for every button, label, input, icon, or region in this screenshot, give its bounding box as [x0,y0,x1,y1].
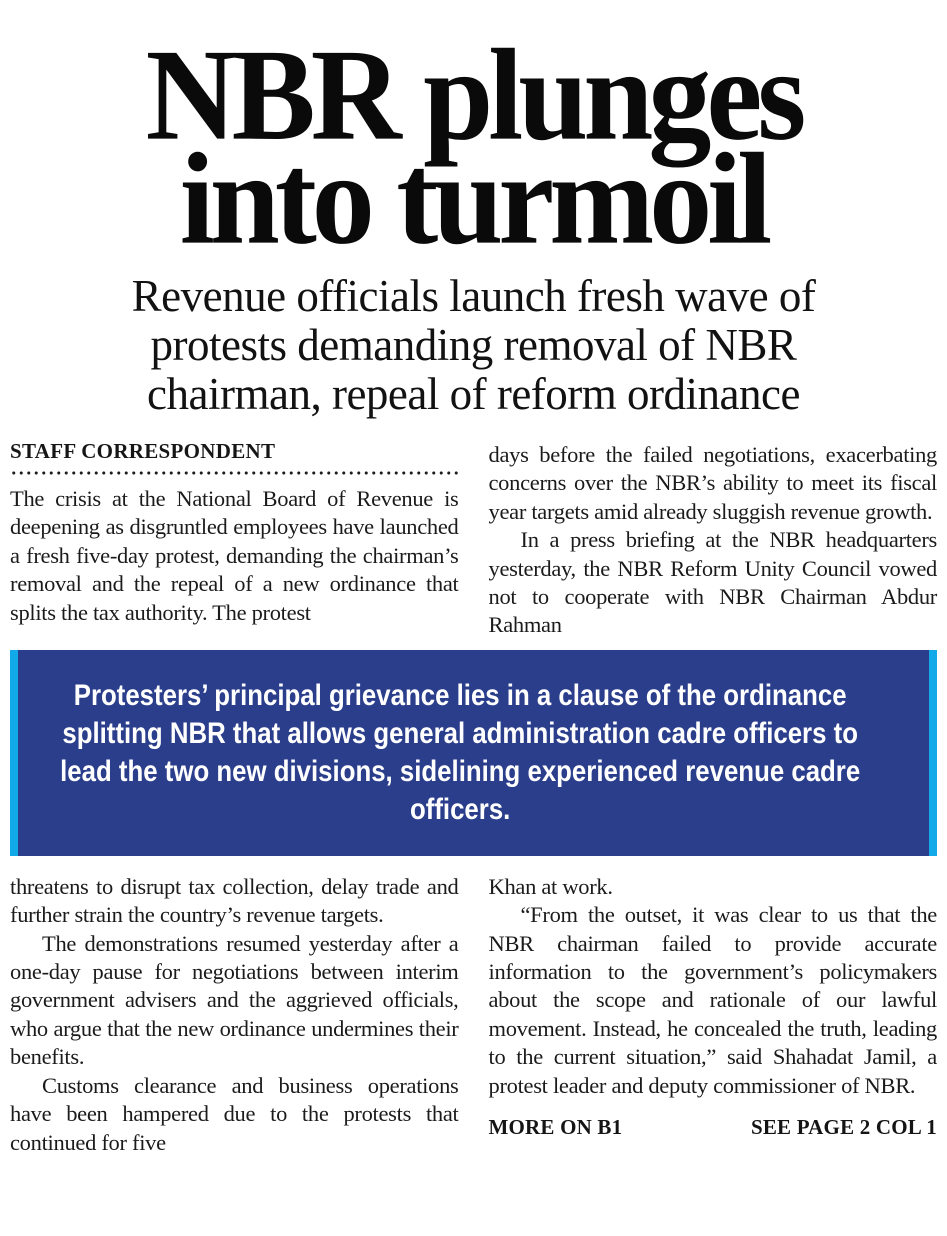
pull-quote-text: Protesters’ principal grievance lies in … [59,678,860,826]
body-paragraph: Khan at work. [488,873,614,899]
headline-line-1: NBR plunges [145,23,807,168]
page-references: MORE ON B1 SEE PAGE 2 COL 1 [489,1115,938,1140]
body-paragraph: The crisis at the National Board of Reve… [10,486,459,625]
body-paragraph: The demonstrations resumed yesterday aft… [10,930,459,1070]
byline: STAFF CORRESPONDENT [10,439,276,463]
more-on-reference: MORE ON B1 [488,1115,623,1140]
subheadline-line-3: chairman, repeal of reform ordinance [147,369,800,419]
headline-line-2: into turmoil [179,127,772,272]
byline-divider [10,471,459,475]
body-paragraph: days before the failed negotiations, exa… [488,442,938,524]
subheadline-line-1: Revenue officials launch fresh wave of [131,271,816,321]
body-paragraph: “From the outset, it was clear to us tha… [488,902,938,1098]
article-headline: NBR plunges into turmoil [10,23,937,272]
body-paragraph: Customs clearance and business operation… [10,1072,459,1155]
see-page-reference: SEE PAGE 2 COL 1 [750,1115,937,1140]
pull-quote-box: Protesters’ principal grievance lies in … [10,649,937,856]
body-paragraph: threatens to disrupt tax collection, del… [10,873,459,928]
column-left-bottom: threatens to disrupt tax collection, del… [10,873,459,1157]
body-paragraph: In a press briefing at the NBR headquart… [488,527,938,638]
body-columns-bottom: threatens to disrupt tax collection, del… [10,873,937,1157]
article-subheadline: Revenue officials launch fresh wave of p… [10,272,937,419]
body-columns-top: STAFF CORRESPONDENT The crisis at the Na… [10,439,937,640]
column-right-top: days before the failed negotiations, exa… [489,439,938,640]
column-right-bottom: Khan at work. “From the outset, it was c… [489,873,938,1157]
column-left-top: STAFF CORRESPONDENT The crisis at the Na… [10,439,459,640]
subheadline-line-2: protests demanding removal of NBR [150,320,797,370]
